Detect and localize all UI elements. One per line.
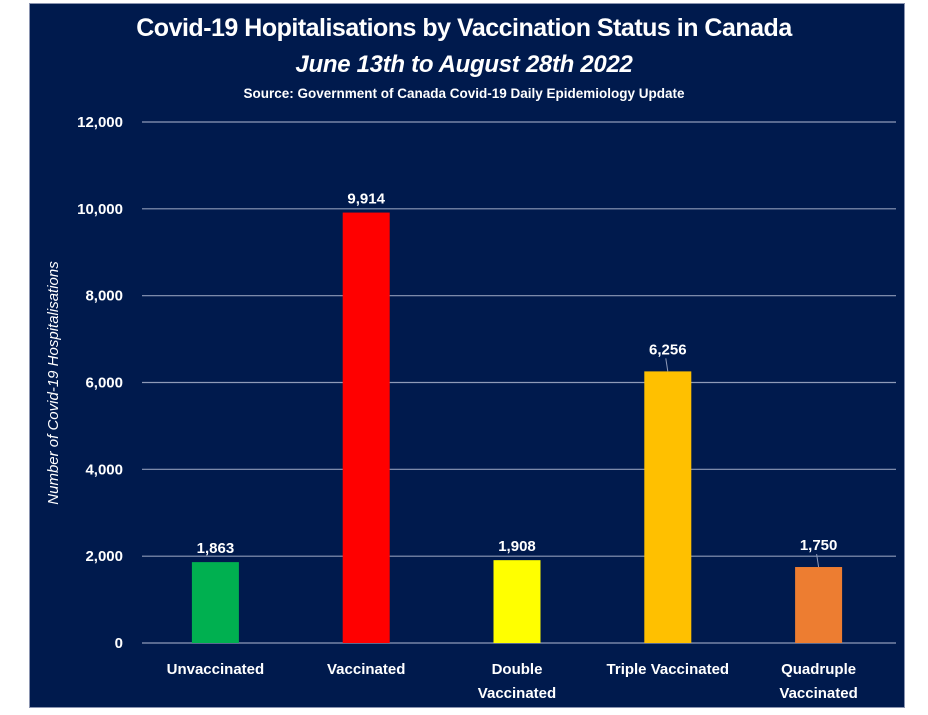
chart-subtitle: June 13th to August 28th 2022 [295, 51, 633, 78]
x-category-label: Vaccinated [327, 661, 405, 678]
data-label-leader [665, 358, 669, 372]
y-axis-ticks: 0 2,000 4,000 6,000 8,000 10,000 12,000 [77, 114, 123, 652]
y-tick-label: 12,000 [77, 114, 123, 131]
data-labels: 1,863 9,914 1,908 6,256 1,750 [197, 191, 838, 568]
bar [342, 212, 390, 643]
chart-panel [29, 3, 905, 708]
bars [191, 212, 843, 643]
y-tick-label: 0 [115, 635, 123, 652]
chart-title: Covid-19 Hopitalisations by Vaccination … [136, 14, 792, 42]
data-label: 1,863 [197, 540, 235, 557]
y-axis-label: Number of Covid-19 Hospitalisations [45, 261, 62, 505]
y-tick-label: 6,000 [85, 375, 123, 392]
data-label: 1,908 [498, 538, 536, 555]
data-label: 9,914 [347, 191, 385, 208]
y-tick-label: 2,000 [85, 548, 123, 565]
x-axis-categories: Unvaccinated Vaccinated Double Vaccinated Tr… [167, 661, 858, 702]
data-label-leader [816, 553, 820, 568]
x-category-label: Vaccinated [478, 685, 556, 702]
bar [493, 560, 541, 643]
chart-source: Source: Government of Canada Covid-19 Da… [243, 86, 685, 101]
bar [644, 371, 692, 643]
x-category-label: Quadruple [781, 661, 856, 678]
y-tick-label: 8,000 [85, 288, 123, 305]
bar [191, 562, 239, 643]
y-tick-label: 10,000 [77, 201, 123, 218]
x-category-label: Double [492, 661, 543, 678]
bar [795, 567, 843, 643]
x-category-label: Triple Vaccinated [607, 661, 730, 678]
x-category-label: Vaccinated [779, 685, 857, 702]
x-category-label: Unvaccinated [167, 661, 265, 678]
y-tick-label: 4,000 [85, 461, 123, 478]
data-label: 1,750 [800, 537, 838, 554]
data-label: 6,256 [649, 341, 687, 358]
